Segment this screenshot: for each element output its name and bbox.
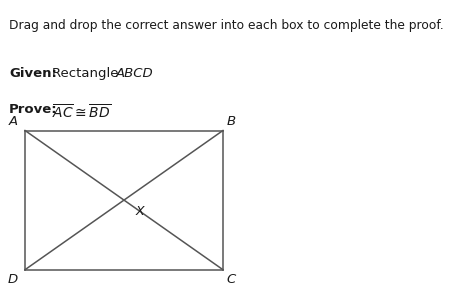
Text: Given:: Given: [9,67,57,80]
Text: Drag and drop the correct answer into each box to complete the proof.: Drag and drop the correct answer into ea… [9,19,444,32]
Text: B: B [227,115,236,128]
Text: A: A [9,115,18,128]
Text: X: X [136,205,144,218]
Text: ABCD: ABCD [116,67,154,80]
Text: Rectangle: Rectangle [52,67,123,80]
Text: Prove:: Prove: [9,103,58,116]
Text: C: C [227,273,236,286]
Text: D: D [8,273,18,286]
Text: $\overline{AC} \cong \overline{BD}$: $\overline{AC} \cong \overline{BD}$ [52,103,111,121]
